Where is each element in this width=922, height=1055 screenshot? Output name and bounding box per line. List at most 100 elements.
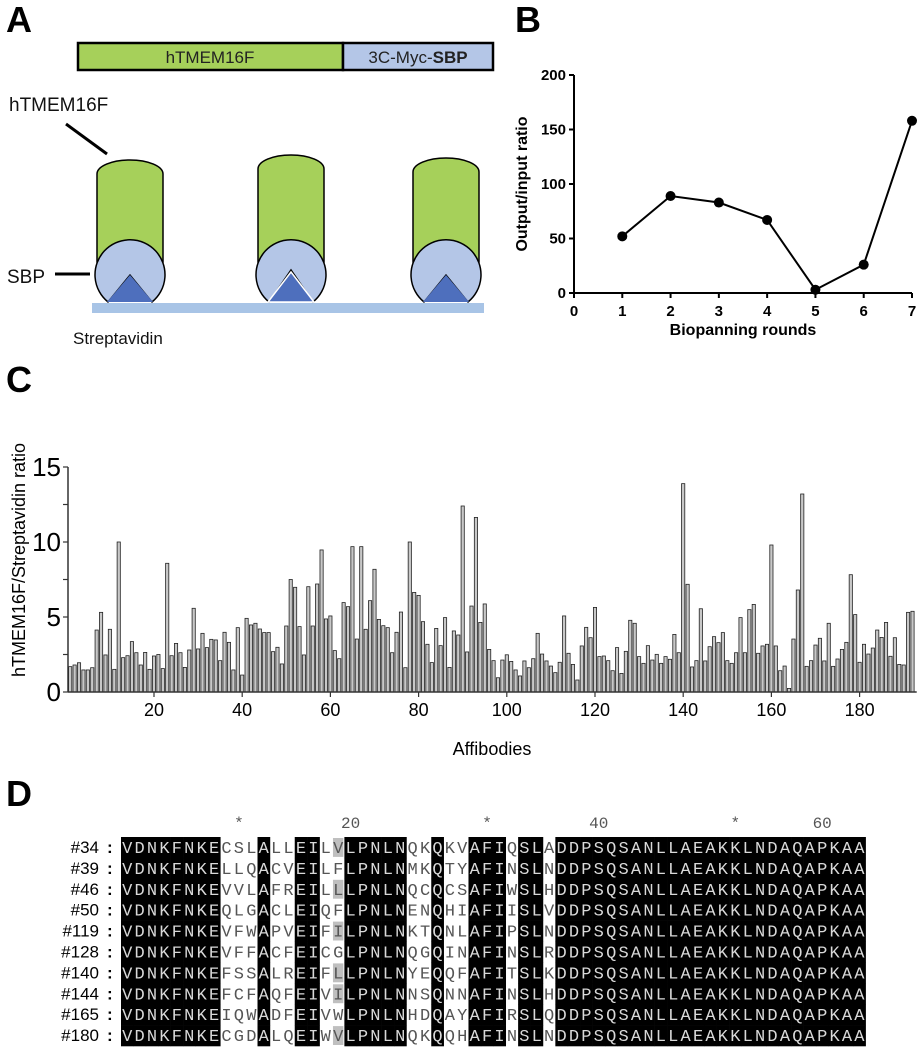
residue: N — [408, 986, 418, 1005]
residue: C — [271, 945, 281, 964]
residue: I — [494, 861, 504, 880]
c-bar — [681, 483, 686, 693]
conserved-cell — [170, 983, 184, 1005]
residue: Q — [432, 882, 442, 901]
residue: P — [271, 924, 281, 943]
conserved-cell — [158, 941, 171, 963]
c-bar — [809, 660, 814, 693]
c-bar — [147, 668, 152, 693]
conserved-cell — [394, 920, 407, 942]
residue: L — [383, 965, 393, 984]
conserved-cell — [183, 878, 196, 900]
conserved-cell — [480, 920, 494, 942]
conserved-cell — [530, 857, 544, 880]
c-bar — [253, 622, 258, 693]
c-bar — [729, 662, 734, 693]
conserved-cell — [828, 920, 842, 942]
residue: P — [817, 1028, 827, 1047]
residue: K — [197, 965, 208, 984]
residue: D — [135, 924, 145, 943]
conserved-cell — [815, 983, 829, 1005]
b-data-point — [810, 284, 821, 295]
c-bar — [473, 517, 478, 693]
conserved-cell — [580, 878, 593, 900]
residue: A — [705, 861, 716, 880]
residue: N — [370, 1007, 380, 1026]
conserved-cell — [431, 878, 444, 900]
residue: N — [370, 861, 380, 880]
c-bar — [897, 664, 902, 693]
c-bar — [103, 654, 108, 693]
conserved-cell — [530, 920, 544, 942]
residue: N — [395, 1028, 405, 1047]
conserved-cell — [356, 920, 370, 942]
c-bar — [368, 600, 373, 693]
conserved-cell — [667, 878, 680, 900]
residue: D — [556, 924, 566, 943]
ruler-mark: * — [482, 815, 492, 833]
residue: F — [234, 945, 244, 964]
residue: D — [556, 965, 566, 984]
residue: D — [135, 986, 145, 1005]
conserved-cell — [394, 983, 407, 1005]
residue: E — [296, 1007, 306, 1026]
conserved-cell — [815, 920, 829, 942]
residue: Q — [792, 1007, 802, 1026]
conserved-cell — [791, 920, 804, 942]
conserved-cell — [145, 899, 159, 921]
residue: K — [829, 986, 840, 1005]
c-bar — [769, 544, 774, 693]
conserved-cell — [642, 962, 655, 984]
residue: N — [184, 986, 194, 1005]
residue: A — [842, 945, 853, 964]
conserved-cell — [480, 857, 494, 880]
construct-right-prefix: 3C-Myc- — [368, 48, 432, 67]
residue: D — [569, 945, 579, 964]
residue: F — [482, 840, 492, 859]
conserved-cell — [121, 878, 134, 900]
residue: A — [805, 924, 816, 943]
conserved-cell — [716, 983, 730, 1005]
residue: K — [445, 840, 456, 859]
residue: N — [457, 986, 467, 1005]
residue: I — [308, 882, 318, 901]
residue: N — [643, 903, 653, 922]
residue: N — [544, 1028, 554, 1047]
c-bar — [143, 652, 148, 693]
residue: A — [470, 1007, 481, 1026]
conserved-cell — [307, 1004, 320, 1026]
residue: F — [482, 965, 492, 984]
residue: S — [619, 1028, 629, 1047]
conserved-cell — [183, 1025, 196, 1047]
residue: N — [147, 882, 157, 901]
conserved-cell — [195, 983, 209, 1005]
residue: N — [370, 986, 380, 1005]
conserved-cell — [381, 857, 395, 880]
c-bar — [288, 579, 293, 693]
c-bar — [518, 675, 523, 693]
c-bar — [301, 654, 306, 693]
residue: A — [631, 1007, 642, 1026]
c-x-tick-label: 40 — [232, 700, 252, 720]
c-bar — [778, 670, 783, 693]
conserved-cell — [369, 878, 382, 900]
residue: E — [693, 840, 703, 859]
conserved-cell — [667, 941, 680, 963]
residue: L — [246, 882, 256, 901]
c-bar — [650, 659, 655, 693]
c-bar — [623, 650, 628, 693]
c-bar — [372, 568, 377, 693]
residue: H — [457, 1028, 467, 1047]
c-bar — [443, 617, 448, 693]
conserved-cell — [567, 857, 581, 880]
conserved-cell — [691, 857, 705, 880]
residue: Q — [283, 1028, 293, 1047]
conserved-cell — [716, 920, 730, 942]
conserved-cell — [207, 857, 221, 880]
residue: N — [147, 1007, 157, 1026]
residue: E — [693, 1007, 703, 1026]
residue: D — [556, 840, 566, 859]
conserved-cell — [394, 941, 407, 963]
conserved-cell — [356, 962, 370, 984]
conserved-cell — [803, 1025, 817, 1047]
